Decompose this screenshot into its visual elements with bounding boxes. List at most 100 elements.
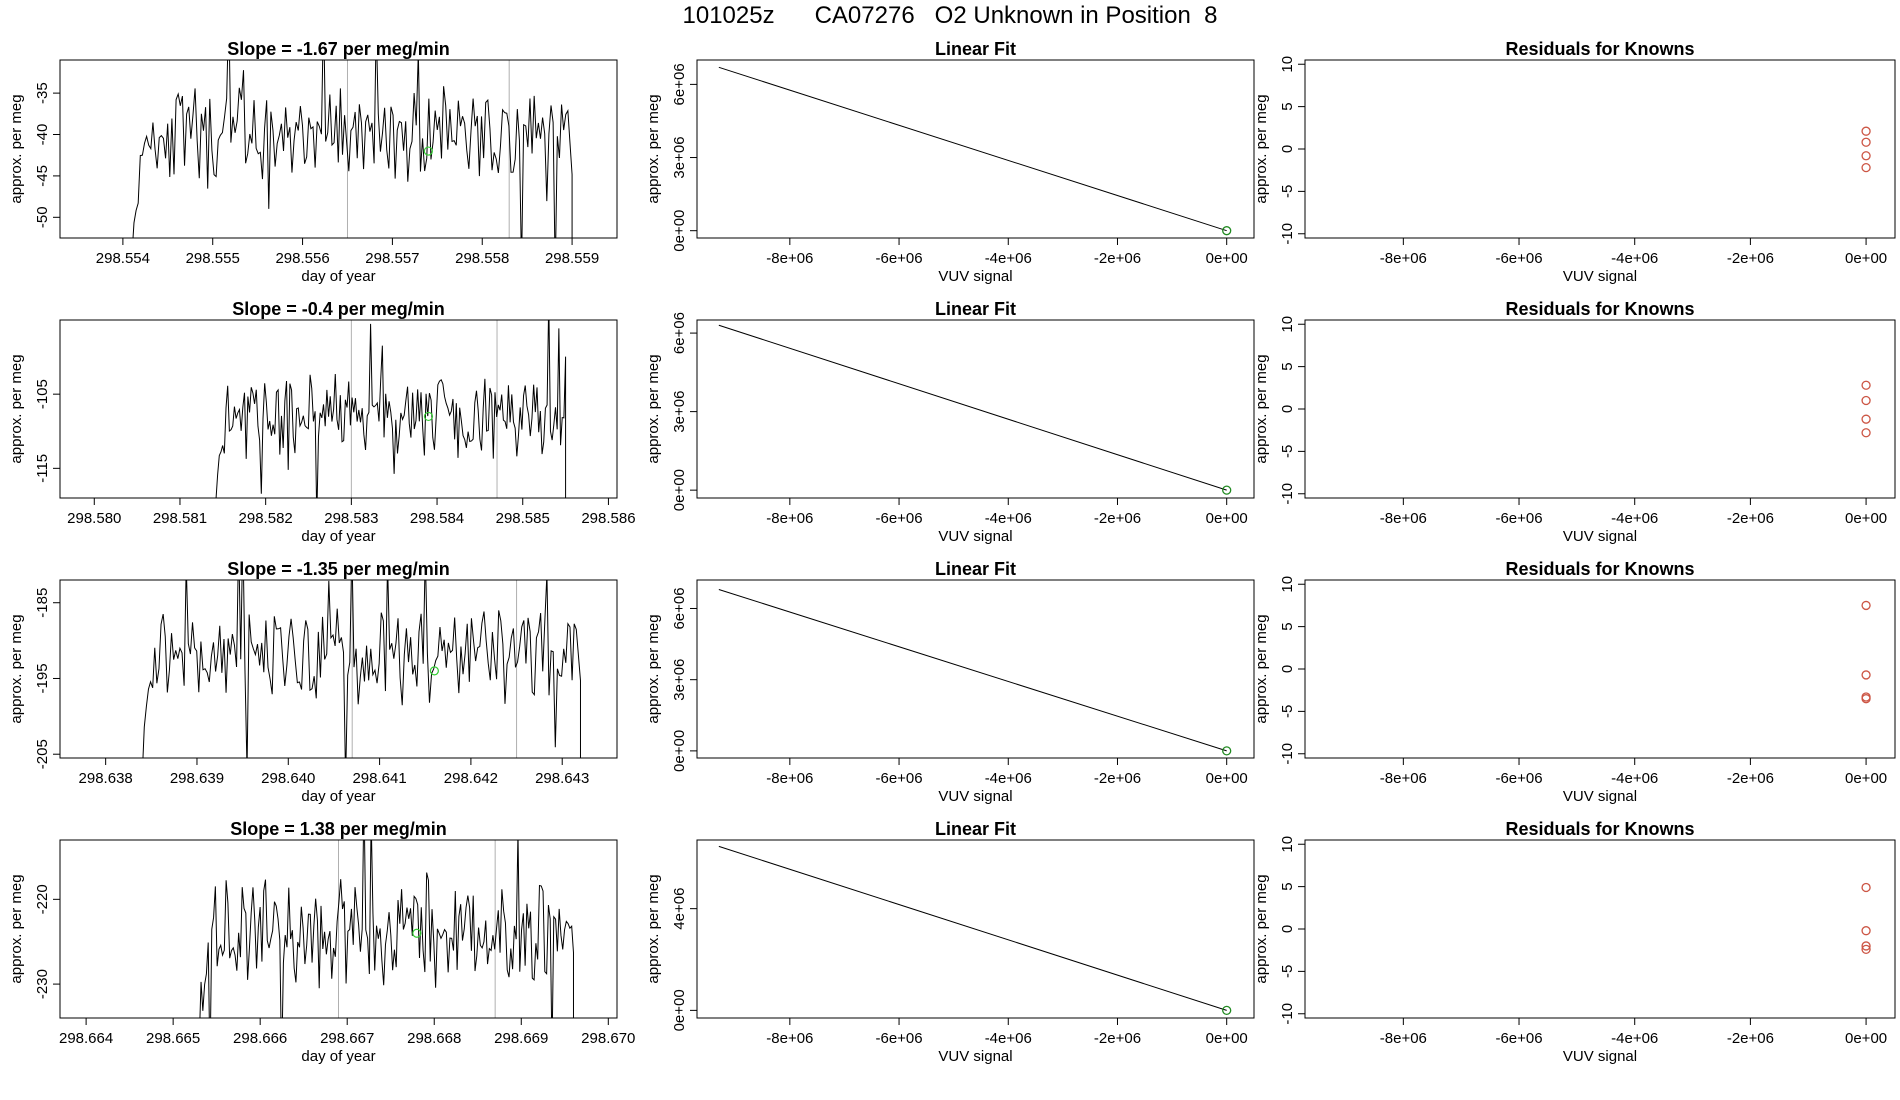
residual-point xyxy=(1861,380,1871,390)
x-tick-label: -8e+06 xyxy=(766,250,813,267)
y-axis-label: approx. per meg xyxy=(645,874,662,983)
x-tick-label: 0e+00 xyxy=(1206,510,1248,527)
data-trace xyxy=(215,320,567,498)
chart-panel-9: Residuals for Knowns VUV signal approx. pe… xyxy=(1253,299,1896,545)
chart-panel-0: Slope = -1.67 per meg/min day of year appr… xyxy=(8,39,618,285)
x-tick-label: 298.640 xyxy=(261,770,315,787)
y-axis-label: approx. per meg xyxy=(1253,614,1270,723)
plot-frame xyxy=(696,59,1255,239)
x-tick-label: 298.584 xyxy=(410,510,464,527)
x-tick-label: -8e+06 xyxy=(766,770,813,787)
x-axis-label: VUV signal xyxy=(1563,528,1637,545)
residual-point xyxy=(1861,670,1871,680)
chart-panel-1: Slope = -0.4 per meg/min day of year appro… xyxy=(8,299,636,545)
x-tick-label: -6e+06 xyxy=(1495,510,1542,527)
y-axis-label: approx. per meg xyxy=(8,354,25,463)
y-tick-label: -10 xyxy=(1279,483,1296,505)
chart-panel-2: Slope = -1.35 per meg/min day of year appr… xyxy=(8,559,618,805)
residual-point xyxy=(1861,941,1871,951)
residual-point xyxy=(1861,137,1871,147)
chart-title: Linear Fit xyxy=(935,299,1016,319)
x-tick-label: 298.586 xyxy=(581,510,635,527)
x-tick-label: 0e+00 xyxy=(1845,250,1887,267)
x-tick-label: -2e+06 xyxy=(1094,1030,1141,1047)
chart-title: Residuals for Knowns xyxy=(1505,559,1694,579)
x-tick-label: -6e+06 xyxy=(1495,250,1542,267)
residual-point xyxy=(1861,944,1871,954)
y-tick-label: 5 xyxy=(1279,882,1296,890)
y-tick-label: -185 xyxy=(34,588,51,618)
plot-frame xyxy=(696,319,1255,499)
x-tick-label: 0e+00 xyxy=(1206,250,1248,267)
data-point xyxy=(1222,746,1232,756)
plot-area xyxy=(215,320,567,498)
x-tick-label: 298.585 xyxy=(496,510,550,527)
chart-title: Residuals for Knowns xyxy=(1505,39,1694,59)
x-tick-label: 298.556 xyxy=(275,250,329,267)
y-axis-label: approx. per meg xyxy=(8,874,25,983)
x-tick-label: 0e+00 xyxy=(1845,770,1887,787)
x-tick-label: -2e+06 xyxy=(1094,510,1141,527)
data-point xyxy=(1222,1005,1232,1016)
x-axis-label: day of year xyxy=(301,788,375,805)
x-tick-label: 298.669 xyxy=(494,1030,548,1047)
plot-area xyxy=(718,845,1232,1016)
x-tick-label: 298.667 xyxy=(320,1030,374,1047)
x-tick-label: -6e+06 xyxy=(875,1030,922,1047)
chart-title: Slope = 1.38 per meg/min xyxy=(230,819,447,839)
x-tick-label: -4e+06 xyxy=(985,1030,1032,1047)
data-point xyxy=(423,146,433,156)
y-tick-label: -5 xyxy=(1279,705,1296,718)
plot-area xyxy=(1861,380,1871,438)
y-tick-label: 3e+06 xyxy=(671,391,688,433)
y-tick-label: -220 xyxy=(34,884,51,914)
y-tick-label: 5 xyxy=(1279,622,1296,630)
residual-point xyxy=(1861,414,1871,424)
chart-panel-4: Linear Fit VUV signal approx. per meg -8e+0… xyxy=(645,39,1255,285)
y-axis-label: approx. per meg xyxy=(8,614,25,723)
plot-frame xyxy=(59,59,618,239)
residual-point xyxy=(1861,694,1871,704)
y-tick-label: -10 xyxy=(1279,1003,1296,1025)
x-tick-label: -4e+06 xyxy=(985,250,1032,267)
x-tick-label: 298.583 xyxy=(324,510,378,527)
x-tick-label: -8e+06 xyxy=(1380,770,1427,787)
plot-area xyxy=(1861,126,1871,173)
plot-frame xyxy=(1304,59,1896,239)
plot-area xyxy=(199,840,574,1018)
chart-panel-10: Residuals for Knowns VUV signal approx. pe… xyxy=(1253,559,1896,805)
fit-line xyxy=(718,324,1227,491)
x-tick-label: -2e+06 xyxy=(1727,1030,1774,1047)
x-tick-label: 298.582 xyxy=(239,510,293,527)
x-tick-label: 298.580 xyxy=(67,510,121,527)
data-trace xyxy=(142,580,581,758)
chart-panel-11: Residuals for Knowns VUV signal approx. pe… xyxy=(1253,819,1896,1065)
plot-area xyxy=(718,589,1232,756)
x-tick-label: -2e+06 xyxy=(1727,770,1774,787)
plot-frame xyxy=(59,839,618,1019)
x-axis-label: VUV signal xyxy=(938,268,1012,285)
chart-title: Linear Fit xyxy=(935,559,1016,579)
x-tick-label: 0e+00 xyxy=(1845,510,1887,527)
residual-point xyxy=(1861,428,1871,438)
y-axis-label: approx. per meg xyxy=(1253,94,1270,203)
x-tick-label: -8e+06 xyxy=(1380,250,1427,267)
y-tick-label: 3e+06 xyxy=(671,136,688,178)
x-tick-label: -2e+06 xyxy=(1094,250,1141,267)
y-axis-label: approx. per meg xyxy=(8,94,25,203)
y-tick-label: -105 xyxy=(34,379,51,409)
plot-frame xyxy=(696,839,1255,1019)
chart-panel-5: Linear Fit VUV signal approx. per meg -8e+0… xyxy=(645,299,1255,545)
x-tick-label: 298.638 xyxy=(79,770,133,787)
plot-frame xyxy=(59,319,618,499)
residual-point xyxy=(1861,600,1871,611)
y-tick-label: 0e+00 xyxy=(671,989,688,1031)
plot-area xyxy=(132,60,573,238)
x-tick-label: -2e+06 xyxy=(1094,770,1141,787)
x-tick-label: 298.557 xyxy=(365,250,419,267)
y-tick-label: 10 xyxy=(1279,836,1296,853)
x-axis-label: VUV signal xyxy=(1563,1048,1637,1065)
y-tick-label: -10 xyxy=(1279,743,1296,765)
y-tick-label: 0e+00 xyxy=(671,469,688,511)
y-axis-label: approx. per meg xyxy=(645,614,662,723)
